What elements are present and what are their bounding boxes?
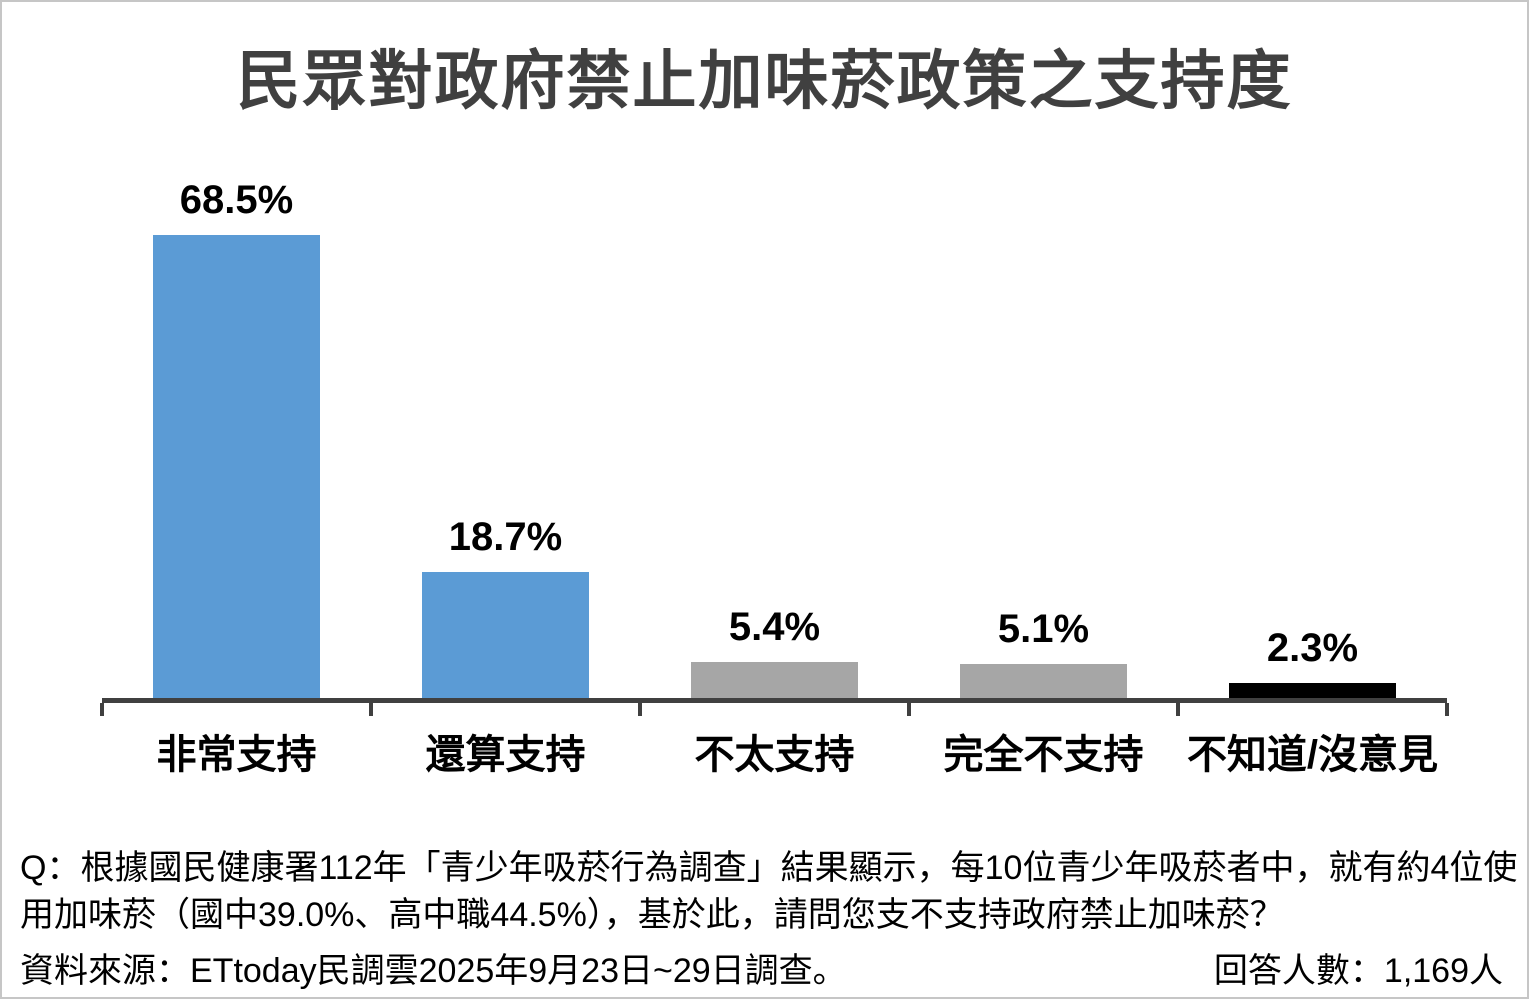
bar-chart: 68.5% 18.7% 5.4% 5.1% 2.3% 非常支持 還算支持 不太支: [100, 172, 1449, 777]
category-label-not-support-at-all: 完全不支持: [943, 733, 1144, 777]
x-axis: [100, 698, 1449, 716]
data-label-not-quite-support: 5.4%: [728, 604, 821, 649]
chart-title: 民眾對政府禁止加味菸政策之支持度: [236, 45, 1293, 117]
bar-column-not-support-at-all: 5.1%: [909, 172, 1178, 698]
question-text-line-1: Q：根據國民健康署112年「青少年吸菸行為調查」結果顯示，每10位青少年吸菸者中…: [20, 849, 1518, 887]
data-label-no-opinion: 2.3%: [1266, 625, 1359, 670]
axis-tick: [907, 703, 911, 716]
bar-column-not-quite-support: 5.4%: [640, 172, 909, 698]
bar-not-quite-support: [691, 661, 858, 698]
plot-area: 68.5% 18.7% 5.4% 5.1% 2.3%: [102, 172, 1447, 698]
bar-not-support-at-all: [960, 663, 1127, 698]
respondent-count: 回答人數：1,169人: [1213, 952, 1503, 990]
axis-tick: [100, 703, 104, 716]
category-label-not-quite-support: 不太支持: [694, 733, 855, 777]
axis-tick: [369, 703, 373, 716]
source-row: 資料來源：ETtoday民調雲2025年9月23日~29日調查。 回答人數：1,…: [20, 948, 1503, 995]
bar-somewhat-support: [422, 571, 589, 698]
bar-very-support: [153, 235, 320, 698]
data-label-not-support-at-all: 5.1%: [997, 606, 1090, 651]
category-label-no-opinion: 不知道/沒意見: [1186, 733, 1439, 777]
axis-tick: [1445, 703, 1449, 716]
source-text: 資料來源：ETtoday民調雲2025年9月23日~29日調查。: [20, 952, 847, 990]
axis-tick: [1176, 703, 1180, 716]
category-axis-labels: 非常支持 還算支持 不太支持 完全不支持 不知道/沒意見: [102, 733, 1447, 777]
data-label-somewhat-support: 18.7%: [448, 514, 563, 559]
bar-column-no-opinion: 2.3%: [1178, 172, 1447, 698]
category-label-very-support: 非常支持: [156, 733, 317, 777]
question-text-line-2: 用加味菸（國中39.0%、高中職44.5%），基於此，請問您支不支持政府禁止加味…: [20, 896, 1284, 934]
bar-column-somewhat-support: 18.7%: [371, 172, 640, 698]
category-label-somewhat-support: 還算支持: [425, 733, 586, 777]
data-label-very-support: 68.5%: [179, 178, 294, 222]
axis-tick: [638, 703, 642, 716]
footnote-block: Q：根據國民健康署112年「青少年吸菸行為調查」結果顯示，每10位青少年吸菸者中…: [20, 845, 1518, 995]
bar-column-very-support: 68.5%: [102, 172, 371, 698]
bar-no-opinion: [1229, 682, 1396, 698]
